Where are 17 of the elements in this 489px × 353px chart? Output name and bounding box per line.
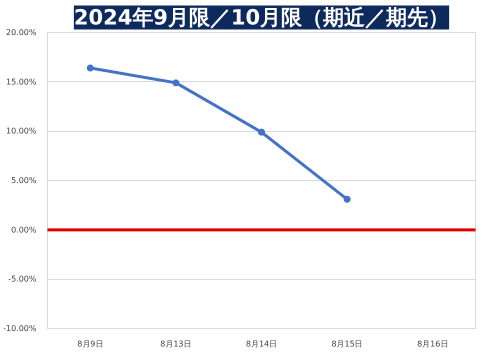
point	[344, 196, 351, 203]
x-tick-label: 8月14日	[246, 340, 278, 348]
point	[258, 128, 265, 136]
y-tick-label: 20.00%	[6, 28, 37, 37]
point	[172, 79, 180, 86]
y-tick-label: 10.00%	[6, 126, 37, 136]
x-tick-label: 8月15日	[331, 340, 363, 348]
x-tick-label: 8月13日	[160, 340, 192, 348]
x-tick-label: 8月16日	[417, 340, 448, 348]
point	[86, 64, 94, 72]
y-tick-label: 5.00%	[11, 176, 37, 185]
x-tick-label: 8月9日	[77, 340, 104, 348]
chart-title: 2024年9月限／10月限（期近／期先）	[74, 6, 450, 30]
y-tick-label: 15.00%	[6, 77, 37, 86]
y-tick-label: 0.00%	[11, 225, 37, 234]
y-tick-label: -5.00%	[8, 274, 37, 284]
y-tick-label: -10.00%	[3, 324, 37, 333]
